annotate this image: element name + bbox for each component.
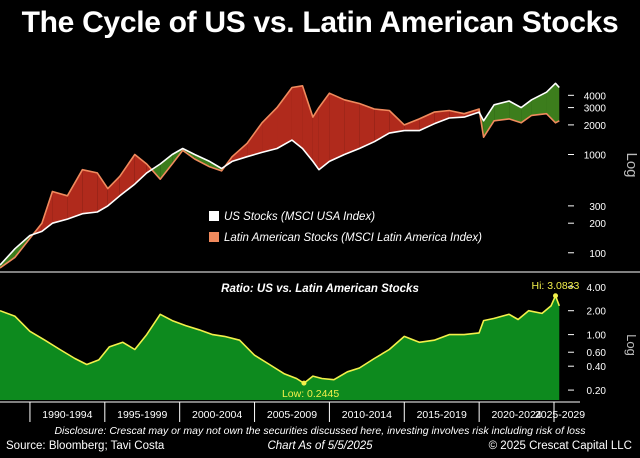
spread-fill [67,169,83,220]
y-tick-label: 0.60 [587,348,607,359]
chart-title: The Cycle of US vs. Latin American Stock… [21,6,619,39]
y-tick-label: 100 [589,249,606,260]
copyright-text: © 2025 Crescat Capital LLC [488,440,632,452]
spread-fill [291,85,303,149]
spread-fill [329,93,345,162]
spread-fill [483,104,495,138]
legend-label-us: US Stocks (MSCI USA Index) [224,211,375,223]
spread-fill [389,110,405,134]
y-axis-label: Log [624,334,639,356]
annotation-point [553,293,559,299]
spread-fill [119,154,135,196]
top-lines [0,82,560,269]
spread-fill [555,83,560,123]
us-series-line [0,82,560,266]
spread-fill [262,107,278,153]
y-tick-label: 0.40 [587,362,607,373]
spread-fill [302,85,313,162]
legend-label-latam: Latin American Stocks (MSCI Latin Americ… [224,232,482,244]
x-tick-label: 1995-1999 [117,409,167,421]
x-tick-label: 2015-2019 [417,409,467,421]
spread-fill [449,110,465,119]
x-tick-label: 2000-2004 [192,409,242,421]
high-annotation: Hi: 3.0833 [532,280,580,292]
ratio-area [0,294,561,400]
x-tick-label: 2020-2024 [491,409,541,421]
annotation-point [301,380,307,386]
spread-fill [312,107,319,170]
y-tick-label: 3000 [584,104,607,115]
spread-fill [52,191,68,224]
y-tick-label: 300 [589,202,606,213]
ratio-area-fill [0,295,560,400]
spread-fill [344,99,360,155]
spread-fill [247,122,263,157]
top-panel: 100 200 300 1000 2000 3000 4000 Log US Stocks (… [0,82,640,269]
spread-fill [318,93,330,170]
bottom-y-axis: 0.20 0.40 0.60 1.00 2.00 4.00 Log [568,283,639,397]
spread-fill [434,110,450,124]
legend-swatch-latam [209,232,219,242]
ratio-line [0,294,561,385]
spread-fill [359,103,375,149]
spread-fill [419,112,435,131]
spread-fill [151,164,161,180]
spread-fill [232,143,248,162]
disclosure-text: Disclosure: Crescat may or may not own t… [54,425,586,437]
x-axis: 1990-1994 1995-1999 2000-2004 2005-2009 2010… [29,402,585,422]
annotations: Ratio: US vs. Latin American Stocks Hi: 3… [221,280,579,400]
bottom-panel: 0.20 0.40 0.60 1.00 2.00 4.00 Log Ratio: US vs… [0,280,639,400]
spread-fill [404,118,420,131]
y-tick-label: 200 [589,219,606,230]
y-tick-label: 4.00 [587,283,607,294]
y-tick-label: 1000 [584,150,607,161]
legend: US Stocks (MSCI USA Index) Latin American… [209,211,482,244]
x-tick-label: 1990-1994 [42,409,92,421]
spread-fill [194,154,210,167]
y-tick-label: 1.00 [587,331,607,342]
x-tick-label: 2010-2014 [342,409,392,421]
x-tick-label: 2025-2029 [535,409,585,421]
y-tick-label: 4000 [584,91,607,102]
y-tick-label: 2000 [584,121,607,132]
spread-fill [97,172,108,212]
spread-fill [82,169,98,214]
y-tick-label: 0.20 [587,386,607,397]
legend-swatch-us [209,211,219,221]
spread-fill [160,154,173,180]
spread-fill [107,176,120,206]
y-axis-label: Log [623,152,640,177]
source-text: Source: Bloomberg; Tavi Costa [6,440,165,452]
ratio-panel-title: Ratio: US vs. Latin American Stocks [221,283,419,295]
y-tick-label: 2.00 [587,307,607,318]
x-tick-label: 2005-2009 [267,409,317,421]
spread-fill [546,83,556,123]
spread-fill [374,109,390,142]
spread-fill [494,101,510,121]
as-of-text: Chart As of 5/5/2025 [267,440,373,452]
low-annotation: Low: 0.2445 [282,388,339,400]
top-y-axis: 100 200 300 1000 2000 3000 4000 Log [568,91,640,260]
latam-series-line [0,85,560,269]
